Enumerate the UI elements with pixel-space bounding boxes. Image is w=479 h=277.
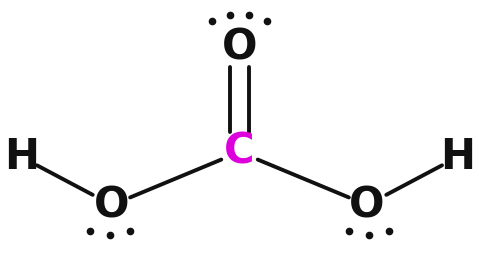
Text: O: O bbox=[349, 184, 385, 226]
Text: O: O bbox=[94, 184, 130, 226]
Text: O: O bbox=[222, 26, 257, 68]
Text: H: H bbox=[4, 136, 39, 178]
Text: H: H bbox=[440, 136, 475, 178]
Text: C: C bbox=[224, 131, 255, 173]
